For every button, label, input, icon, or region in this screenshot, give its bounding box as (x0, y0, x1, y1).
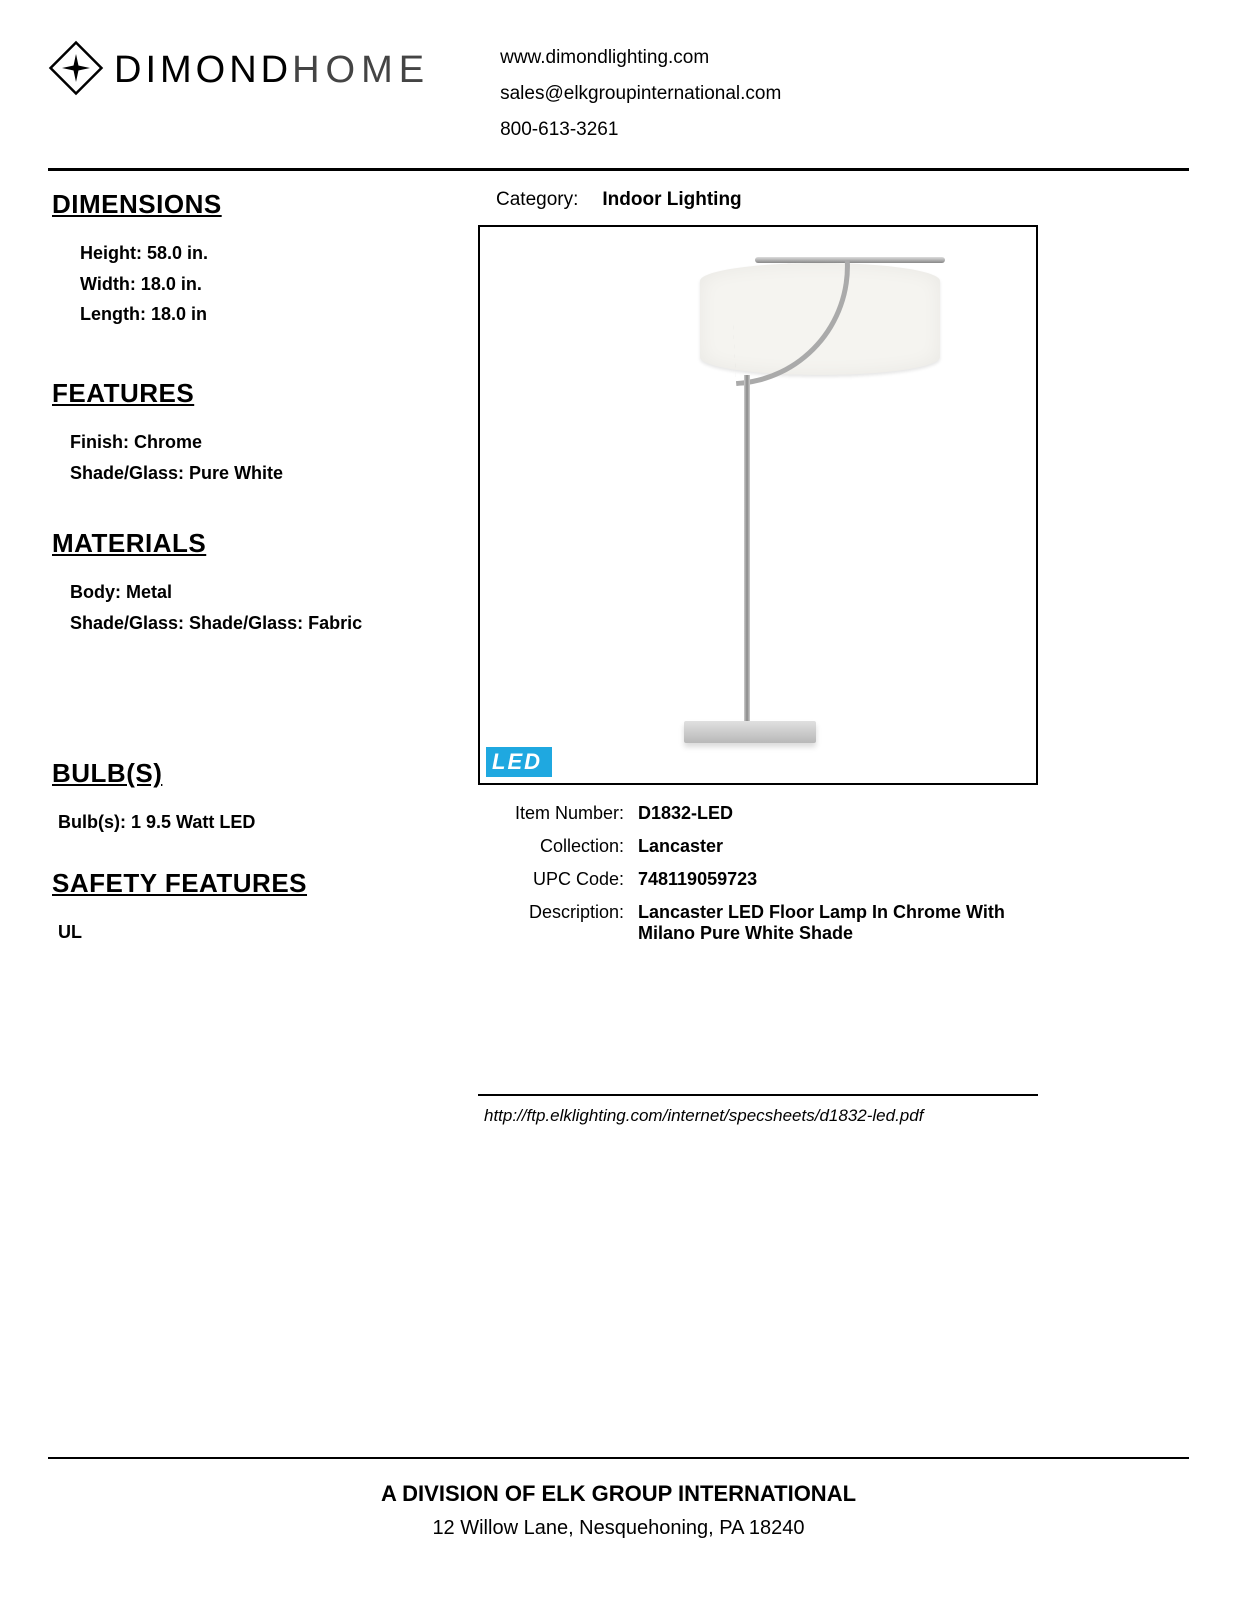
lamp-base (684, 721, 816, 743)
dimensions-list: Height: 58.0 in. Width: 18.0 in. Length:… (52, 238, 448, 330)
spec-item: Shade/Glass: Pure White (70, 458, 448, 489)
meta-row-collection: Collection: Lancaster (478, 836, 1038, 857)
contact-website: www.dimondlighting.com (500, 40, 781, 76)
meta-value: Lancaster LED Floor Lamp In Chrome With … (638, 902, 1038, 944)
lamp-pole (744, 375, 750, 725)
bulbs-list: Bulb(s): 1 9.5 Watt LED (52, 807, 448, 838)
brand-secondary: HOME (292, 49, 430, 91)
meta-label: Description: (478, 902, 638, 923)
meta-label: Item Number: (478, 803, 638, 824)
category-value: Indoor Lighting (602, 189, 741, 211)
contact-phone: 800-613-3261 (500, 112, 781, 148)
footer-line2: 12 Willow Lane, Nesquehoning, PA 18240 (48, 1517, 1189, 1540)
meta-value: 748119059723 (638, 869, 1038, 890)
left-column: DIMENSIONS Height: 58.0 in. Width: 18.0 … (48, 189, 448, 1126)
header: DIMONDHOME www.dimondlighting.com sales@… (48, 40, 1189, 168)
footer-rule (48, 1457, 1189, 1459)
diamond-icon (48, 40, 104, 101)
meta-row-item-number: Item Number: D1832-LED (478, 803, 1038, 824)
spec-url-block: http://ftp.elklighting.com/internet/spec… (478, 1094, 1038, 1126)
meta-value: Lancaster (638, 836, 1038, 857)
safety-list: UL (52, 917, 448, 948)
led-badge: LED (486, 747, 552, 777)
meta-table: Item Number: D1832-LED Collection: Lanca… (478, 803, 1038, 944)
bulbs-heading: BULB(S) (52, 758, 448, 789)
meta-label: Collection: (478, 836, 638, 857)
footer: A DIVISION OF ELK GROUP INTERNATIONAL 12… (48, 1457, 1189, 1540)
spec-item: Length: 18.0 in (80, 299, 448, 330)
spec-item: Body: Metal (70, 577, 448, 608)
product-image-box: LED (478, 225, 1038, 785)
contact-email: sales@elkgroupinternational.com (500, 76, 781, 112)
meta-value: D1832-LED (638, 803, 1038, 824)
brand-primary: DIMOND (114, 49, 292, 91)
contact-block: www.dimondlighting.com sales@elkgroupint… (500, 40, 781, 148)
spec-item: Width: 18.0 in. (80, 269, 448, 300)
spec-item: Finish: Chrome (70, 427, 448, 458)
brand-text: DIMONDHOME (114, 49, 430, 92)
meta-row-upc: UPC Code: 748119059723 (478, 869, 1038, 890)
spec-item: Height: 58.0 in. (80, 238, 448, 269)
materials-heading: MATERIALS (52, 528, 448, 559)
materials-list: Body: Metal Shade/Glass: Shade/Glass: Fa… (52, 577, 448, 638)
features-heading: FEATURES (52, 378, 448, 409)
right-column: Category: Indoor Lighting LED Item Numbe… (478, 189, 1189, 1126)
header-rule (48, 168, 1189, 171)
safety-heading: SAFETY FEATURES (52, 868, 448, 899)
spec-item: UL (58, 917, 448, 948)
spec-url: http://ftp.elklighting.com/internet/spec… (478, 1106, 1038, 1126)
category-label: Category: (496, 189, 578, 211)
features-list: Finish: Chrome Shade/Glass: Pure White (52, 427, 448, 488)
dimensions-heading: DIMENSIONS (52, 189, 448, 220)
content: DIMENSIONS Height: 58.0 in. Width: 18.0 … (48, 189, 1189, 1126)
meta-label: UPC Code: (478, 869, 638, 890)
meta-row-description: Description: Lancaster LED Floor Lamp In… (478, 902, 1038, 944)
footer-line1: A DIVISION OF ELK GROUP INTERNATIONAL (48, 1481, 1189, 1507)
category-row: Category: Indoor Lighting (496, 189, 1189, 211)
spec-item: Bulb(s): 1 9.5 Watt LED (58, 807, 448, 838)
brand-logo: DIMONDHOME (48, 40, 430, 101)
url-rule (478, 1094, 1038, 1096)
spec-item: Shade/Glass: Shade/Glass: Fabric (70, 608, 448, 639)
